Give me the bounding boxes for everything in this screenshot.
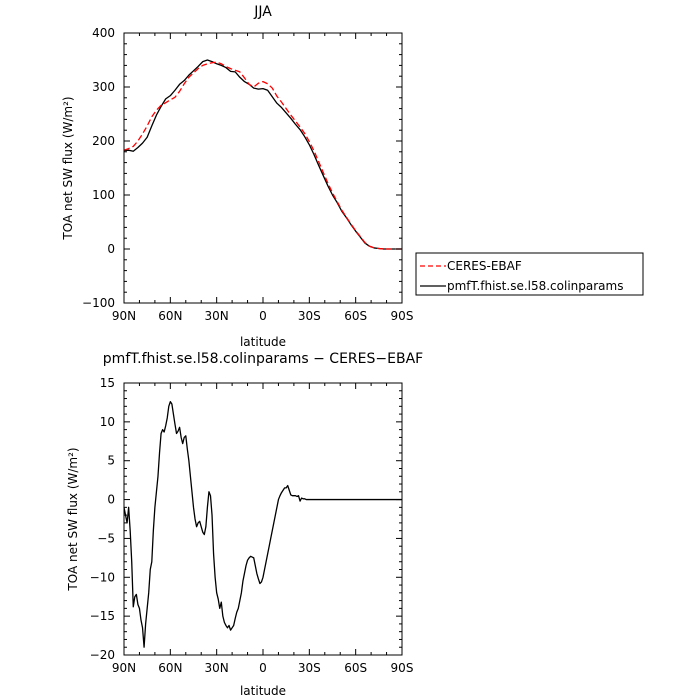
top-y-axis-label: TOA net SW flux (W/m²) bbox=[61, 96, 75, 240]
top-x-tick-label: 90N bbox=[112, 309, 136, 323]
bottom-series-group bbox=[123, 401, 402, 648]
legend-label-model: pmfT.fhist.se.l58.colinparams bbox=[447, 279, 623, 293]
legend: CERES-EBAF pmfT.fhist.se.l58.colinparams bbox=[415, 252, 644, 296]
bottom-y-tick-label: 15 bbox=[100, 376, 115, 390]
top-x-tick-label: 90S bbox=[391, 309, 414, 323]
top-x-tick-label: 60S bbox=[344, 309, 367, 323]
bottom-y-tick-label: 5 bbox=[107, 454, 115, 468]
top-y-tick-label: 300 bbox=[92, 80, 115, 94]
bottom-x-tick-label: 60S bbox=[344, 661, 367, 675]
bottom-y-tick-label: −20 bbox=[90, 648, 115, 662]
bottom-x-tick-label: 30N bbox=[205, 661, 229, 675]
bottom-y-tick-label: −10 bbox=[90, 570, 115, 584]
bottom-series-line-difference bbox=[123, 401, 402, 648]
bottom-chart-title: pmfT.fhist.se.l58.colinparams − CERES−EB… bbox=[103, 351, 423, 367]
bottom-x-tick-label: 90S bbox=[391, 661, 414, 675]
top-panel: JJA 90N 60N 30N 0 30S 60S 90S −100 0 100 200 300 400… bbox=[61, 4, 644, 349]
top-x-axis-label: latitude bbox=[240, 335, 286, 349]
top-series-group bbox=[123, 59, 402, 250]
bottom-y-tick-label: −5 bbox=[97, 531, 115, 545]
bottom-x-tick-label: 30S bbox=[298, 661, 321, 675]
top-y-tick-label: 0 bbox=[107, 242, 115, 256]
legend-box bbox=[415, 252, 644, 296]
top-y-tick-label: 100 bbox=[92, 188, 115, 202]
bottom-x-tick-label: 90N bbox=[112, 661, 136, 675]
top-series-line-model bbox=[123, 59, 402, 250]
bottom-y-tick-label: −15 bbox=[90, 609, 115, 623]
bottom-x-axis-label: latitude bbox=[240, 684, 286, 698]
top-y-tick-label: 200 bbox=[92, 134, 115, 148]
top-plot-frame bbox=[123, 32, 403, 304]
bottom-panel: pmfT.fhist.se.l58.colinparams − CERES−EB… bbox=[66, 351, 423, 698]
legend-label-ceres: CERES-EBAF bbox=[447, 259, 522, 273]
top-y-tick-label: 400 bbox=[92, 26, 115, 40]
bottom-y-axis-label: TOA net SW flux (W/m²) bbox=[66, 447, 80, 591]
top-x-tick-label: 30S bbox=[298, 309, 321, 323]
bottom-x-tick-label: 60N bbox=[158, 661, 182, 675]
top-x-tick-label: 0 bbox=[259, 309, 267, 323]
top-x-tick-label: 30N bbox=[205, 309, 229, 323]
bottom-y-tick-label: 10 bbox=[100, 415, 115, 429]
top-chart-title: JJA bbox=[253, 4, 272, 20]
bottom-y-tick-label: 0 bbox=[107, 493, 115, 507]
top-x-tick-label: 60N bbox=[158, 309, 182, 323]
top-series-line-ceres bbox=[123, 61, 402, 250]
top-y-tick-label: −100 bbox=[82, 296, 115, 310]
bottom-x-tick-label: 0 bbox=[259, 661, 267, 675]
bottom-axes: 90N 60N 30N 0 30S 60S 90S −20 −15 −10 −5 0 5 10 15 bbox=[90, 376, 414, 675]
top-axes: 90N 60N 30N 0 30S 60S 90S −100 0 100 200 300 400 bbox=[82, 26, 413, 323]
